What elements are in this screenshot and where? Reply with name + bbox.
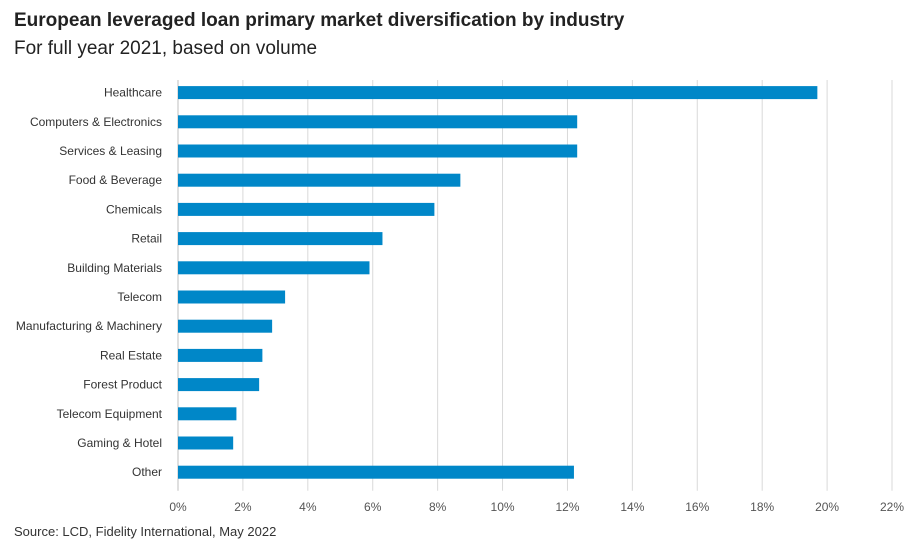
category-label: Forest Product [83, 378, 162, 392]
x-tick-label: 6% [364, 500, 382, 514]
x-tick-label: 22% [880, 500, 904, 514]
x-tick-label: 0% [169, 500, 187, 514]
bar [178, 261, 370, 275]
bar [178, 407, 237, 421]
chart-subtitle: For full year 2021, based on volume [14, 38, 318, 59]
x-tick-label: 10% [491, 500, 515, 514]
category-label: Telecom [117, 290, 162, 304]
category-label: Building Materials [67, 261, 162, 275]
x-tick-label: 14% [620, 500, 644, 514]
bar [178, 86, 818, 100]
x-tick-label: 16% [685, 500, 709, 514]
category-label: Services & Leasing [59, 144, 162, 158]
x-tick-label: 18% [750, 500, 774, 514]
category-label: Manufacturing & Machinery [16, 319, 162, 333]
category-label: Chemicals [106, 202, 162, 216]
chart-source: Source: LCD, Fidelity International, May… [14, 524, 277, 539]
bar [178, 173, 461, 187]
x-tick-label: 2% [234, 500, 252, 514]
x-tick-label: 4% [299, 500, 317, 514]
bar [178, 348, 263, 362]
category-label: Retail [131, 232, 162, 246]
x-tick-label: 8% [429, 500, 447, 514]
bar [178, 378, 260, 392]
bar [178, 202, 435, 216]
bar [178, 436, 234, 450]
category-label: Food & Beverage [69, 173, 163, 187]
x-tick-label: 20% [815, 500, 839, 514]
category-label: Other [132, 465, 162, 479]
bar [178, 232, 383, 246]
chart-title: European leveraged loan primary market d… [14, 10, 625, 31]
bar [178, 319, 273, 333]
category-label: Gaming & Hotel [77, 436, 162, 450]
category-label: Telecom Equipment [57, 407, 163, 421]
bar [178, 290, 286, 304]
category-label: Computers & Electronics [30, 115, 162, 129]
bar [178, 465, 574, 479]
category-label: Healthcare [104, 86, 162, 100]
category-label: Real Estate [100, 348, 162, 362]
bar [178, 115, 578, 129]
x-tick-label: 12% [555, 500, 579, 514]
bar [178, 144, 578, 158]
